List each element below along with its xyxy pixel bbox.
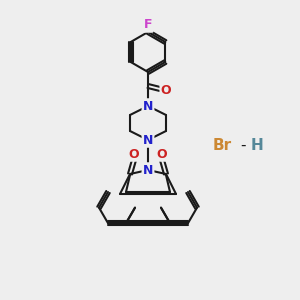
Text: N: N (143, 100, 153, 112)
Text: Br: Br (212, 137, 232, 152)
Text: -: - (240, 137, 246, 152)
Text: N: N (143, 164, 153, 176)
Text: O: O (129, 148, 139, 160)
Text: F: F (144, 19, 152, 32)
Text: O: O (161, 83, 171, 97)
Text: H: H (250, 137, 263, 152)
Text: N: N (143, 134, 153, 146)
Text: O: O (157, 148, 167, 160)
